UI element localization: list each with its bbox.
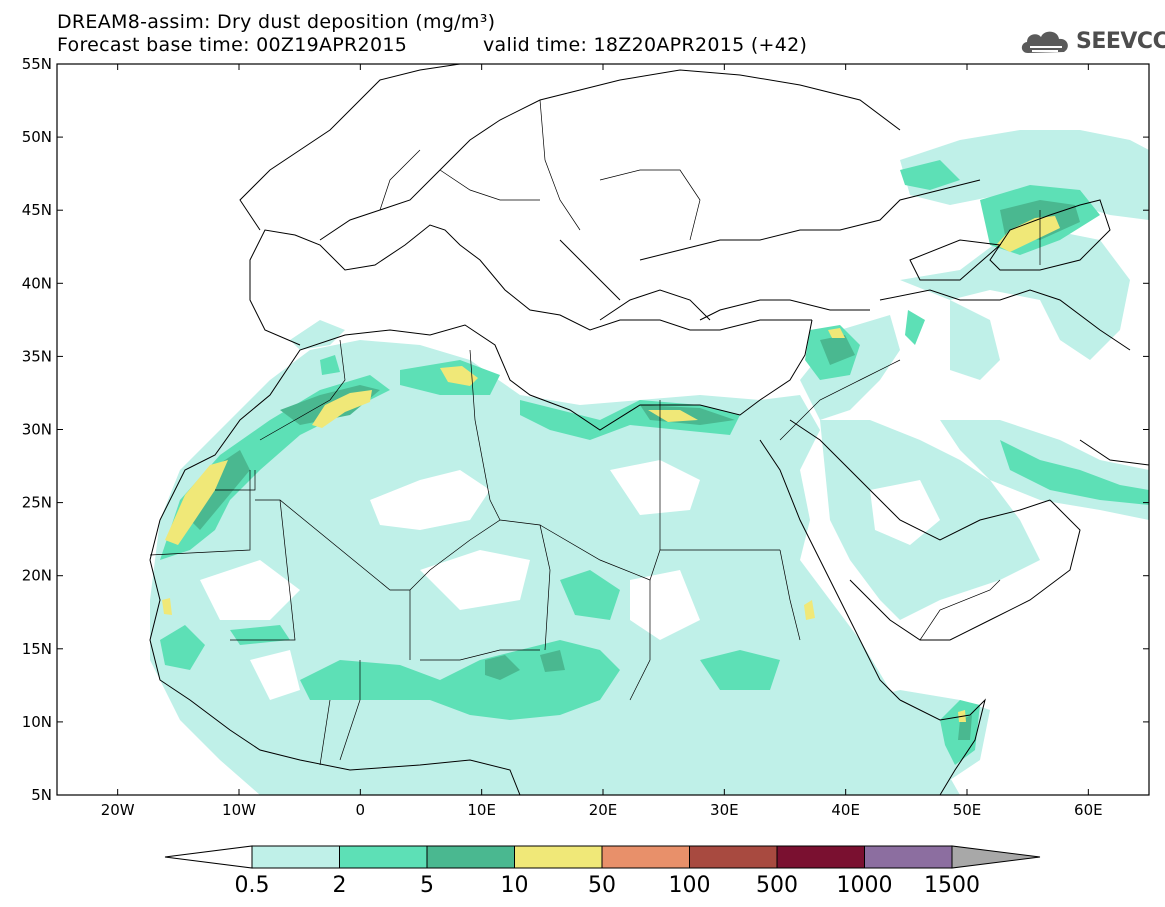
map-title: DREAM8-assim: Dry dust deposition (mg/m³… [57, 11, 496, 33]
logo-text: SEEVCCC [1076, 29, 1165, 54]
lat-label: 40N [22, 274, 52, 292]
lon-label: 50E [953, 801, 982, 819]
cloud-icon [1021, 31, 1068, 53]
lat-label: 5N [31, 786, 52, 804]
longitude-axis: 20W 10W 0 10E 20E 30E 40E 50E 60E [101, 64, 1103, 819]
lon-label: 60E [1074, 801, 1103, 819]
colorbar: 0.5 2 5 10 50 100 500 1000 1500 [164, 845, 1041, 898]
colorbar-swatch [426, 845, 515, 869]
coastlines [149, 64, 1149, 795]
lat-label: 15N [22, 640, 52, 658]
colorbar-label: 100 [669, 873, 711, 898]
lat-label: 10N [22, 713, 52, 731]
lat-label: 35N [22, 347, 52, 365]
seevccc-logo: SEEVCCC [1018, 25, 1165, 59]
forecast-base-time: Forecast base time: 00Z19APR2015 [57, 34, 408, 56]
borders [149, 99, 1041, 766]
lat-label: 25N [22, 494, 52, 512]
dust-field-2 [160, 375, 390, 560]
colorbar-swatch [514, 845, 603, 869]
colorbar-label: 2 [333, 873, 347, 898]
colorbar-label: 10 [501, 873, 529, 898]
colorbar-label: 1000 [837, 873, 893, 898]
lat-label: 50N [22, 128, 52, 146]
colorbar-swatch [864, 845, 953, 869]
lon-label: 20W [101, 801, 135, 819]
lat-label: 20N [22, 567, 52, 585]
colorbar-label: 5 [420, 873, 434, 898]
lon-label: 0 [356, 801, 366, 819]
dust-fields [150, 130, 1149, 795]
lon-label: 40E [831, 801, 860, 819]
lat-label: 30N [22, 421, 52, 439]
lon-label: 10W [222, 801, 256, 819]
colorbar-label: 0.5 [235, 873, 270, 898]
colorbar-under-arrow [164, 845, 253, 869]
lon-label: 30E [710, 801, 739, 819]
dust-field-10 [165, 460, 228, 545]
lat-label: 45N [22, 201, 52, 219]
colorbar-over-arrow [951, 845, 1041, 869]
lon-label: 20E [589, 801, 618, 819]
colorbar-label: 50 [588, 873, 616, 898]
colorbar-label: 1500 [924, 873, 980, 898]
lon-label: 10E [467, 801, 496, 819]
colorbar-swatch [776, 845, 865, 869]
colorbar-swatch [339, 845, 428, 869]
lat-label: 55N [22, 55, 52, 73]
colorbar-label: 500 [756, 873, 798, 898]
latitude-axis: 5N 10N 15N 20N 25N 30N 35N 40N 45N 50N 55N [22, 55, 1149, 804]
colorbar-swatch [601, 845, 690, 869]
colorbar-swatch [251, 845, 340, 869]
colorbar-swatch [689, 845, 778, 869]
valid-time: valid time: 18Z20APR2015 (+42) [483, 34, 808, 56]
